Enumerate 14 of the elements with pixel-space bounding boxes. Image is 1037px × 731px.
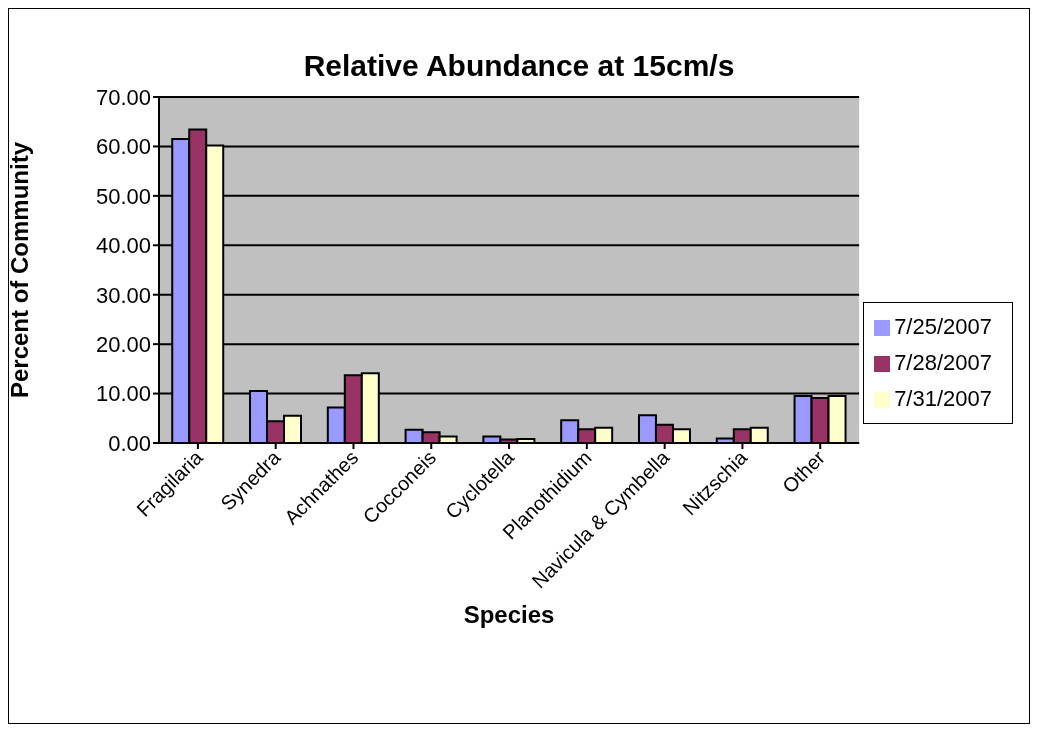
y-tick-label: 20.00 [95, 331, 151, 357]
y-tick-label: 70.00 [95, 84, 151, 110]
y-tick-label: 10.00 [95, 381, 151, 407]
legend-label: 7/31/2007 [894, 386, 992, 411]
y-tick-label: 50.00 [95, 183, 151, 209]
chart-title: Relative Abundance at 15cm/s [302, 49, 736, 83]
legend-label: 7/25/2007 [894, 314, 992, 339]
y-tick-label: 30.00 [95, 282, 151, 308]
y-tick-label: 60.00 [95, 134, 151, 160]
y-tick-label: 0.00 [108, 430, 151, 456]
x-axis-title: Species [463, 601, 555, 628]
legend-label: 7/28/2007 [894, 350, 992, 375]
y-axis-title: Percent of Community [5, 141, 33, 399]
y-tick-label: 40.00 [95, 233, 151, 259]
